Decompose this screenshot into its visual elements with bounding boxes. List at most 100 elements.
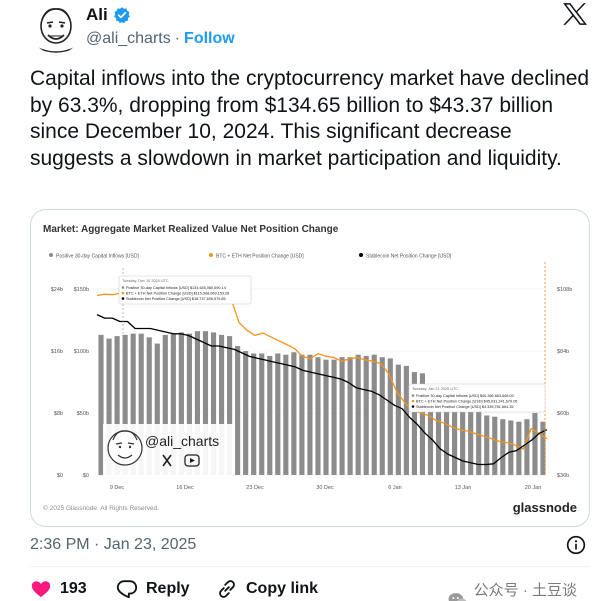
bar xyxy=(371,354,377,475)
link-icon xyxy=(219,580,235,598)
glassnode-brand: glassnode xyxy=(513,500,577,515)
bar xyxy=(331,359,337,475)
bar xyxy=(235,346,241,475)
author-handle[interactable]: @ali_charts xyxy=(86,30,171,47)
chart-image[interactable]: Market: Aggregate Market Realized Value … xyxy=(30,209,590,527)
bar xyxy=(419,373,426,475)
bar xyxy=(484,415,490,475)
bar xyxy=(186,333,192,475)
bar xyxy=(315,357,321,475)
bar xyxy=(540,421,546,475)
tooltip-date: Tuesday, Dec 10 2024 UTC xyxy=(122,279,169,283)
bar xyxy=(291,352,297,475)
chart-copyright: © 2025 Glassnode. All Rights Reserved. xyxy=(43,504,159,512)
chart-title: Market: Aggregate Market Realized Value … xyxy=(43,224,339,235)
bar xyxy=(251,353,257,475)
bar xyxy=(443,403,450,475)
bar xyxy=(275,353,281,475)
handle-separator: · xyxy=(174,30,181,47)
bar xyxy=(98,334,104,475)
tweet-header: Ali @ali_charts · Follow xyxy=(22,0,592,58)
tooltip-row: BTC + ETH Net Position Change [USD] $45,… xyxy=(416,400,517,404)
legend-label: Positive 30-day Capital Inflows [USD] xyxy=(56,254,139,260)
stablecoin-line xyxy=(96,314,548,466)
like-count: 193 xyxy=(60,580,87,597)
bar xyxy=(379,357,385,475)
left-inner-tick-label: $0 xyxy=(83,473,89,479)
bar xyxy=(267,355,273,475)
right-tick-label: $60b xyxy=(557,411,569,417)
legend-swatch xyxy=(209,253,213,257)
bar xyxy=(500,419,506,475)
bar xyxy=(508,420,514,475)
author-name[interactable]: Ali xyxy=(86,5,108,24)
bar xyxy=(363,355,369,475)
tooltip-row: Stablecoin Net Position Change [USD] $18… xyxy=(126,297,226,301)
tooltip-swatch xyxy=(411,399,415,403)
bar xyxy=(387,358,393,475)
bar xyxy=(427,385,434,475)
x-tick-label: 30 Dec xyxy=(316,485,334,491)
watermark-handle: @ali_charts xyxy=(145,433,219,449)
bar xyxy=(452,403,458,475)
tooltip-row: Positive 30-day Capital Inflows [USD] $1… xyxy=(126,286,226,290)
author-avatar[interactable] xyxy=(30,2,82,54)
bar xyxy=(146,337,152,475)
bar xyxy=(138,333,144,475)
follow-button[interactable]: Follow xyxy=(184,30,235,47)
left-tick-label: $8b xyxy=(54,411,63,417)
bar xyxy=(202,331,209,475)
bar xyxy=(476,410,482,475)
tweet-text: Capital inflows into the cryptocurrency … xyxy=(30,67,590,170)
like-button[interactable]: 193 xyxy=(30,578,87,600)
bar xyxy=(243,351,249,475)
tweet-timestamp[interactable]: 2:36 PM · Jan 23, 2025 xyxy=(30,536,197,553)
tooltip-jan-21: Tuesday, Jan 21 2025 UTC Positive 30-day … xyxy=(408,383,546,413)
bar xyxy=(130,333,136,475)
x-tick-label: 20 Jan xyxy=(525,485,542,491)
bar xyxy=(524,419,530,475)
watermark-avatar-icon xyxy=(107,430,143,466)
tooltip-swatch xyxy=(121,297,125,300)
bar xyxy=(339,357,345,475)
chart-bars xyxy=(98,331,546,475)
tooltip-swatch xyxy=(121,286,125,289)
chart-tooltips: Tuesday, Dec 10 2024 UTC Positive 30-day … xyxy=(118,275,546,413)
tooltip-swatch xyxy=(121,291,125,295)
bar xyxy=(468,410,474,475)
tooltip-dec-10: Tuesday, Dec 10 2024 UTC Positive 30-day … xyxy=(118,275,252,305)
left-tick-label: $24b xyxy=(51,287,63,293)
chart-legend: Positive 30-day Capital Inflows [USD] BTC… xyxy=(49,253,452,260)
tooltip-date: Tuesday, Jan 21 2025 UTC xyxy=(412,387,458,391)
divider xyxy=(30,566,590,567)
right-tick-label: $36b xyxy=(557,473,569,479)
left-tick-label: $16b xyxy=(51,349,63,355)
x-tick-label: 16 Dec xyxy=(176,485,194,491)
bar xyxy=(162,334,168,475)
reply-label: Reply xyxy=(146,580,190,597)
bar xyxy=(114,336,120,475)
bar xyxy=(435,394,442,475)
bar xyxy=(227,336,233,475)
bar xyxy=(403,365,409,475)
copy-link-label: Copy link xyxy=(246,580,319,597)
info-icon[interactable] xyxy=(566,535,586,555)
bar xyxy=(122,334,128,475)
bar xyxy=(460,408,466,475)
watermark-youtube-icon xyxy=(184,454,200,467)
watermark-x-icon xyxy=(162,454,172,467)
right-tick-label: $108b xyxy=(557,287,572,293)
bar xyxy=(307,354,313,475)
tooltip-swatch xyxy=(411,405,415,408)
bar xyxy=(178,332,184,475)
bar xyxy=(492,416,498,475)
bar xyxy=(411,372,417,475)
copy-link-button[interactable]: Copy link xyxy=(216,578,318,600)
bar xyxy=(395,364,401,475)
legend-swatch xyxy=(359,253,363,257)
x-logo-icon[interactable] xyxy=(562,2,588,26)
wechat-icon xyxy=(448,592,467,601)
bar xyxy=(154,343,160,475)
reply-button[interactable]: Reply xyxy=(116,578,190,600)
bar xyxy=(106,338,112,475)
